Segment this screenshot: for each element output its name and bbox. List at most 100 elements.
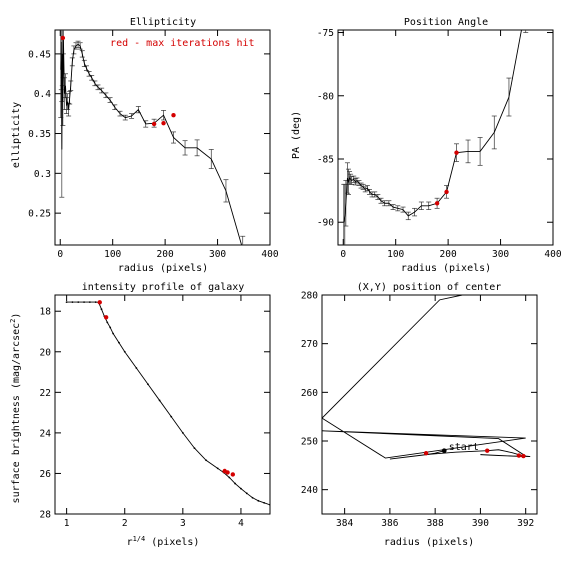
title-position-angle: Position Angle — [404, 17, 488, 28]
data-point — [147, 383, 149, 386]
ylabel-ellipticity: ellipticity — [11, 102, 22, 168]
y-tick-label: 280 — [301, 291, 318, 302]
xlabel-intensity-profile: r1/4 (pixels) — [127, 535, 200, 548]
x-tick-label: 300 — [492, 249, 509, 260]
y-tick-label: 260 — [301, 388, 318, 399]
x-tick-label: 390 — [472, 518, 489, 529]
title-center-position: (X,Y) position of center — [357, 282, 502, 293]
x-tick-label: 384 — [336, 518, 353, 529]
data-point — [118, 341, 120, 344]
y-tick-label: 26 — [40, 469, 52, 480]
y-tick-label: 20 — [40, 347, 52, 358]
data-point — [251, 496, 254, 499]
y-tick-label: 0.4 — [34, 89, 51, 100]
data-point — [234, 482, 237, 485]
data-point — [123, 350, 126, 353]
data-point — [228, 476, 231, 479]
max-iteration-marker — [454, 150, 459, 155]
data-point — [65, 301, 68, 303]
y-tick-label: -90 — [317, 218, 334, 229]
plot-area-intensity-profile: 1 2 3 4 18 20 22 24 26 28 — [40, 294, 271, 529]
y-tick-label: 0.25 — [28, 209, 51, 220]
max-iteration-marker — [225, 470, 230, 475]
plot-area-ellipticity: 0 100 200 300 400 0.25 0.3 0.35 0.4 0.45 — [28, 29, 279, 260]
data-point — [181, 431, 184, 434]
plot-area-position-angle: 0 100 200 300 400 -90 -85 -80 -75 — [317, 28, 562, 260]
data-point — [88, 301, 91, 303]
max-iteration-marker — [161, 120, 166, 126]
x-tick-label: 2 — [122, 518, 128, 529]
max-iteration-marker — [423, 450, 429, 456]
max-iteration-marker — [103, 315, 109, 320]
max-iteration-marker — [151, 121, 157, 127]
x-tick-label: 200 — [157, 249, 174, 260]
x-tick-label: 300 — [209, 249, 226, 260]
x-tick-label: 400 — [261, 249, 278, 260]
max-iteration-marker — [434, 201, 440, 206]
data-point — [205, 459, 207, 462]
title-ellipticity: Ellipticity — [130, 17, 196, 28]
y-tick-label: 270 — [301, 339, 318, 350]
series-line — [60, 37, 243, 245]
start-marker — [441, 448, 447, 454]
y-tick-label: -85 — [317, 155, 334, 166]
data-point — [83, 301, 85, 303]
xlabel-center-position: radius (pixels) — [384, 537, 474, 548]
series-line — [66, 301, 270, 506]
y-tick-label: -75 — [317, 28, 334, 39]
y-tick-label: 0.45 — [28, 49, 51, 60]
y-tick-label: 24 — [40, 428, 52, 439]
plot-frame — [54, 294, 271, 515]
panel-center-position: (X,Y) position of center radius (pixels)… — [301, 282, 538, 548]
xlabel-ellipticity: radius (pixels) — [118, 263, 208, 274]
data-point — [263, 501, 266, 504]
data-point — [71, 301, 74, 303]
plot-frame — [54, 29, 271, 246]
data-point — [106, 321, 109, 324]
max-iteration-marker — [444, 189, 449, 195]
max-iteration-marker — [485, 448, 490, 453]
x-tick-label: 100 — [387, 249, 404, 260]
max-iteration-marker — [516, 453, 522, 458]
data-point — [245, 492, 248, 495]
series-line — [343, 30, 522, 223]
x-tick-label: 200 — [440, 249, 457, 260]
y-tick-label: 22 — [40, 388, 51, 399]
data-point — [269, 503, 270, 506]
ylabel-position-angle: PA (deg) — [291, 111, 302, 159]
data-point — [109, 326, 112, 329]
data-point — [170, 415, 173, 418]
data-point — [193, 447, 196, 449]
data-point — [77, 301, 80, 303]
title-intensity-profile: intensity profile of galaxy — [82, 282, 245, 293]
max-iteration-marker — [171, 113, 176, 118]
y-tick-label: 250 — [301, 437, 318, 448]
plot-area-center-position: 384 386 388 390 392 240 250 260 270 280 — [301, 291, 538, 529]
data-point — [112, 332, 115, 335]
x-tick-label: 400 — [544, 249, 561, 260]
xlabel-position-angle: radius (pixels) — [401, 263, 491, 274]
data-point — [257, 499, 260, 502]
y-tick-label: -80 — [317, 91, 334, 102]
y-tick-label: 28 — [40, 510, 52, 521]
max-iteration-marker — [60, 35, 66, 41]
max-iteration-marker — [521, 453, 526, 459]
x-tick-label: 1 — [64, 518, 70, 529]
x-tick-label: 386 — [381, 518, 398, 529]
data-point — [94, 301, 97, 303]
max-iteration-marker — [230, 472, 236, 477]
x-tick-label: 0 — [340, 249, 346, 260]
data-point — [135, 367, 138, 369]
data-point — [158, 399, 161, 402]
ylabel-intensity-profile: surface brightness (mag/arcsec2) — [9, 313, 22, 504]
max-iteration-marker — [97, 300, 102, 305]
panel-ellipticity: Ellipticity ellipticity radius (pixels) … — [11, 17, 279, 274]
y-tick-label: 0.3 — [34, 169, 51, 180]
data-point — [216, 467, 219, 470]
panel-intensity-profile: intensity profile of galaxy surface brig… — [9, 282, 271, 548]
y-tick-label: 18 — [40, 307, 52, 318]
data-point — [240, 487, 242, 490]
panel-position-angle: Position Angle PA (deg) radius (pixels) … — [291, 17, 562, 274]
y-tick-label: 240 — [301, 485, 318, 496]
